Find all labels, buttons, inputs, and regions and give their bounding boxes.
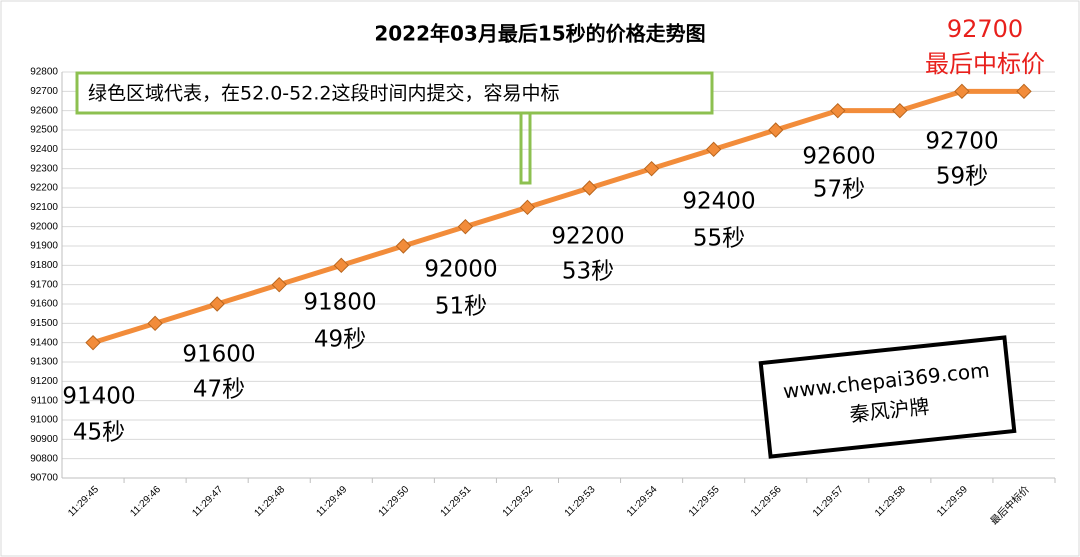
- marker: [1016, 83, 1032, 100]
- marker: [643, 160, 660, 177]
- line: [92, 88, 1024, 346]
- y-tick-label: 92700: [30, 86, 58, 97]
- y-tick-label: 92600: [30, 105, 58, 116]
- y-tick-label: 90800: [30, 453, 58, 464]
- y-tick-label: 91600: [30, 299, 58, 310]
- annotation-time: 51秒: [435, 294, 487, 320]
- marker: [581, 180, 598, 196]
- watermark: www.chepai369.com 秦风沪牌: [758, 335, 1017, 459]
- y-tick-label: 91300: [30, 357, 58, 368]
- annotation-time: 57秒: [813, 177, 865, 203]
- y-tick-label: 91900: [30, 241, 58, 252]
- marker: [768, 122, 784, 138]
- y-tick-label: 91400: [30, 337, 58, 348]
- annotation-price: 92600: [802, 144, 875, 170]
- y-tick-label: 92100: [30, 202, 58, 213]
- marker: [705, 141, 722, 158]
- annotation-price: 91400: [62, 384, 135, 410]
- y-tick-label: 92400: [30, 144, 58, 155]
- y-tick-label: 92500: [30, 125, 58, 136]
- marker: [457, 218, 474, 235]
- watermark-box: [758, 335, 1017, 459]
- marker: [519, 199, 536, 216]
- note-connector: [519, 111, 532, 185]
- chart-title: 2022年03月最后15秒的价格走势图: [374, 22, 705, 46]
- note-text: 绿色区域代表，在52.0-52.2这段时间内提交，容易中标: [88, 83, 559, 105]
- note-box: [75, 71, 714, 115]
- marker: [85, 334, 101, 351]
- annotation-price: 92700: [925, 129, 998, 155]
- annotation-time: 45秒: [73, 420, 125, 446]
- marker: [892, 102, 908, 119]
- marker: [209, 296, 225, 312]
- marker: [271, 276, 287, 293]
- y-tick-label: 92200: [30, 183, 58, 194]
- marker: [954, 83, 970, 100]
- y-tick-label: 91200: [30, 376, 58, 387]
- y-tick-label: 90700: [30, 473, 58, 484]
- annotation-price: 91800: [303, 290, 376, 316]
- y-tick-label: 90900: [30, 434, 58, 445]
- y-tick-label: 91100: [31, 395, 59, 406]
- annotation-time: 53秒: [562, 259, 614, 285]
- y-tick-label: 92800: [30, 67, 58, 78]
- annotation-price: 91600: [182, 342, 255, 368]
- y-tick-label: 92300: [30, 163, 58, 174]
- final-price: 92700: [947, 15, 1023, 43]
- y-tick-label: 91000: [30, 415, 58, 426]
- final-label: 最后中标价: [925, 50, 1045, 78]
- marker: [333, 257, 349, 274]
- y-tick-label: 91700: [30, 279, 58, 290]
- y-tick-label: 91800: [30, 260, 58, 271]
- annotation-price: 92400: [682, 189, 755, 215]
- annotation-time: 55秒: [693, 226, 745, 252]
- annotation-price: 92000: [424, 257, 497, 283]
- annotation-price: 92200: [551, 224, 624, 250]
- y-tick-label: 92000: [30, 221, 58, 232]
- marker: [830, 102, 846, 119]
- marker: [395, 238, 412, 254]
- annotation-time: 47秒: [193, 377, 245, 403]
- marker: [147, 315, 163, 332]
- y-tick-label: 91500: [30, 318, 58, 329]
- annotation-time: 49秒: [314, 327, 366, 353]
- annotation-time: 59秒: [936, 164, 988, 190]
